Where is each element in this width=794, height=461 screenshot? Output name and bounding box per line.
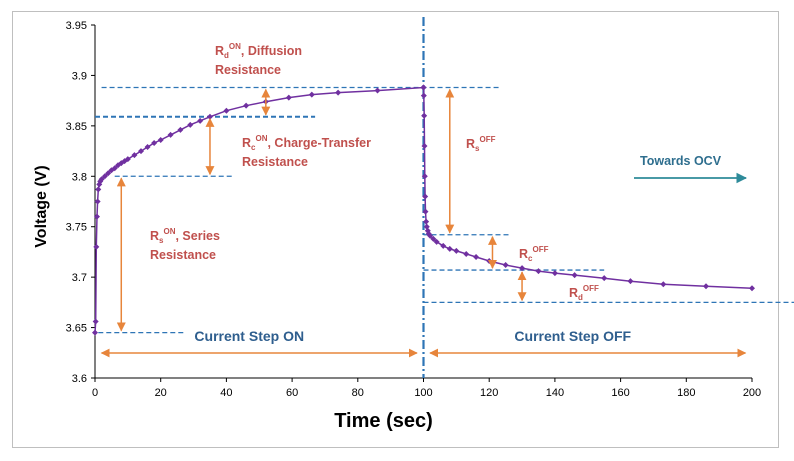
data-point [422,193,429,200]
x-tick-label: 120 [480,387,498,399]
data-point [137,148,144,155]
x-axis-title: Time (sec) [334,410,433,432]
label-rs-off: RsOFF [466,135,496,153]
data-point [423,218,430,225]
axes: 3.6 3.65 3.7 3.75 3.8 3.85 3.9 3.95 0 20 40 60 80 100… [66,20,762,399]
x-tick-label: 160 [611,387,629,399]
label-rd-off: RdOFF [569,284,599,302]
data-point [446,245,453,252]
data-point [420,84,427,91]
data-point [421,173,428,180]
data-point [453,247,460,254]
data-point [749,285,755,292]
data-point [440,242,447,249]
data-point [95,186,102,193]
data-point [98,176,105,183]
data-point [535,268,542,275]
y-tick-label: 3.65 [66,323,87,335]
label-rs-on-line2: Resistance [150,248,216,262]
data-point [463,250,470,257]
data-point [660,281,667,288]
y-axis-title: Voltage (V) [33,165,50,247]
data-point [197,117,204,124]
data-point [93,213,100,220]
data-point [423,223,430,230]
y-tick-label: 3.9 [72,70,87,82]
data-point [243,102,250,109]
x-tick-label: 60 [286,387,298,399]
data-point [124,156,131,163]
data-point [421,112,428,119]
data-point [502,262,509,269]
data-point [223,107,230,114]
data-point [93,243,100,250]
x-tick-label: 180 [677,387,695,399]
y-tick-label: 3.8 [72,171,87,183]
data-point [111,165,118,172]
data-point [285,94,292,101]
label-step-off: Current Step OFF [514,328,631,344]
data-point [101,173,108,180]
data-point [422,208,429,215]
data-point [421,143,428,150]
data-point [486,258,493,265]
data-point [427,232,434,239]
data-point [335,89,342,96]
label-rd-on-line2: Resistance [215,63,281,77]
label-rc-on: RcON, Charge-Transfer [242,134,371,152]
data-point [430,235,437,242]
x-tick-label: 140 [546,387,564,399]
data-point [151,140,158,147]
y-tick-label: 3.7 [72,272,87,284]
x-tick-label: 40 [220,387,232,399]
y-tick-label: 3.95 [66,20,87,32]
x-tick-label: 100 [414,387,432,399]
data-point [105,170,112,177]
data-point [94,198,101,205]
data-point [519,265,526,272]
data-point [601,275,608,282]
data-point [551,270,558,277]
data-point [420,92,427,99]
chart-frame [12,11,779,448]
data-point [374,87,381,94]
x-tick-label: 0 [92,387,98,399]
data-point [433,238,440,245]
data-point [473,253,480,260]
data-point [144,144,151,151]
label-rd-on: RdON, Diffusion [215,42,302,60]
data-point [308,91,315,98]
x-tick-label: 20 [155,387,167,399]
data-point [703,283,710,290]
label-step-on: Current Step ON [194,328,304,344]
label-rs-on: RsON, Series [150,227,220,245]
y-tick-label: 3.6 [72,373,87,385]
data-point [131,152,138,159]
data-point [627,278,634,285]
x-tick-label: 200 [743,387,761,399]
annotations: RdON, Diffusion Resistance RcON, Charge-Tr… [100,42,748,358]
label-rc-off: RcOFF [519,245,549,263]
x-tick-label: 80 [352,387,364,399]
data-point [571,272,578,279]
data-point [157,136,164,143]
y-tick-label: 3.85 [66,121,87,133]
data-point [167,131,174,138]
series-line [94,86,753,333]
label-rc-on-line2: Resistance [242,155,308,169]
reference-lines [95,17,794,378]
y-tick-label: 3.75 [66,222,87,234]
data-point [92,318,99,325]
data-point [92,329,98,336]
data-point [187,121,194,128]
data-point [177,126,184,133]
label-towards-ocv: Towards OCV [640,154,722,168]
